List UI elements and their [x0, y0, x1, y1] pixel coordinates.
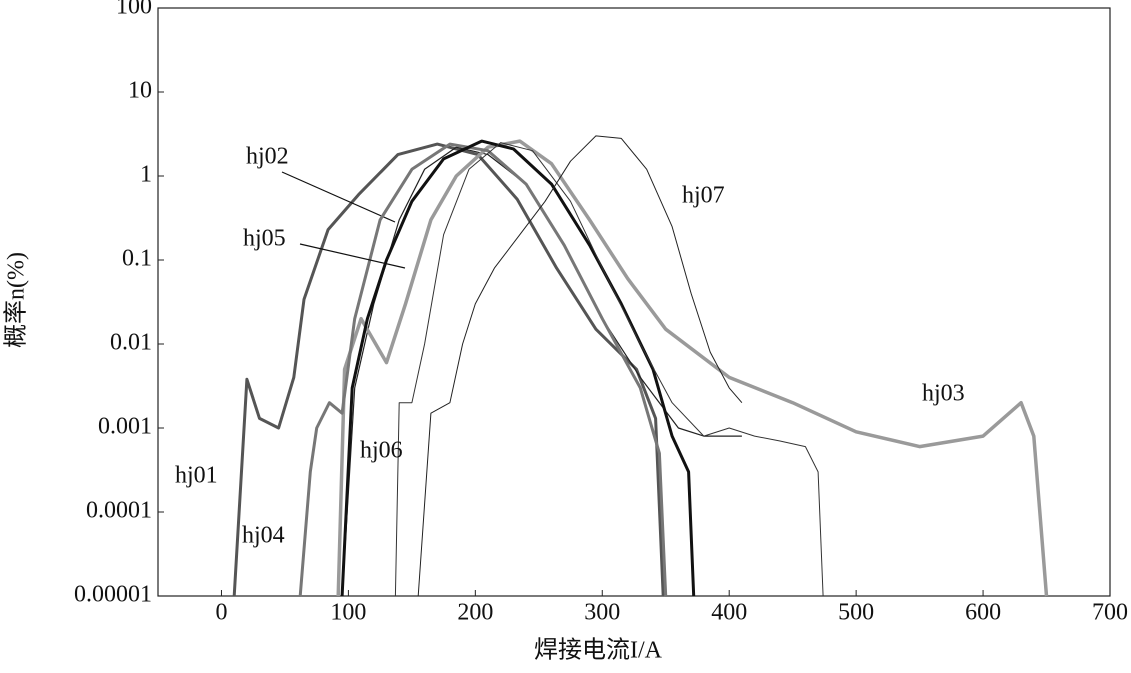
series-line [341, 146, 742, 597]
y-tick-label: 0.00001 [74, 582, 152, 608]
y-tick-label: 0.1 [122, 246, 152, 272]
series-label: hj03 [922, 381, 965, 407]
series-line [232, 142, 665, 597]
y-tick-label: 0.0001 [86, 498, 152, 524]
x-tick-label: 500 [838, 600, 874, 626]
x-tick-label: 200 [457, 600, 493, 626]
series-label: hj04 [242, 523, 285, 549]
x-tick-label: 0 [215, 600, 227, 626]
y-tick-label: 10 [128, 78, 152, 104]
y-tick-label: 1 [140, 162, 152, 188]
x-tick-label: 300 [584, 600, 620, 626]
y-tick-label: 0.001 [98, 414, 152, 440]
x-tick-label: 400 [711, 600, 747, 626]
series-label: hj07 [682, 183, 725, 209]
series-line [336, 139, 1049, 597]
y-tick-label: 100 [116, 0, 152, 20]
x-tick-label: 600 [965, 600, 1001, 626]
series-line [298, 142, 668, 597]
leader-line [281, 171, 396, 223]
series-line [394, 142, 824, 597]
series-label: hj02 [246, 144, 289, 170]
series-line [417, 135, 743, 597]
leader-line [299, 243, 406, 269]
y-axis-label: 概率n(%) [3, 252, 30, 348]
series-label: hj01 [175, 463, 218, 489]
plot-frame [157, 7, 1111, 597]
x-tick-label: 100 [330, 600, 366, 626]
x-tick-label: 700 [1092, 600, 1128, 626]
series-label: hj06 [360, 438, 403, 464]
series-line [340, 139, 696, 597]
x-axis-label: 焊接电流I/A [534, 637, 663, 664]
y-tick-label: 0.01 [110, 330, 152, 356]
series-label: hj05 [243, 226, 286, 252]
